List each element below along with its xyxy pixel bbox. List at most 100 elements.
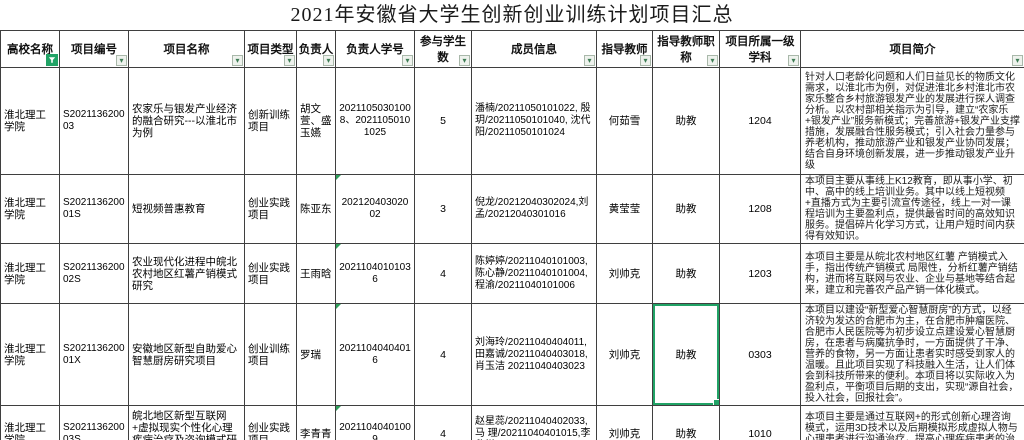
- column-header-advisor_title[interactable]: 指导教师职称 ▾: [652, 30, 720, 68]
- column-header-advisor[interactable]: 指导教师 ▾: [596, 30, 653, 68]
- filter-dropdown-icon[interactable]: ▾: [323, 55, 334, 66]
- cell-code[interactable]: S202113620002S: [59, 243, 129, 304]
- cell-leader[interactable]: 王雨晗: [296, 243, 336, 304]
- cell-advisor_title[interactable]: 助教: [652, 67, 720, 175]
- filter-dropdown-icon[interactable]: ▾: [402, 55, 413, 66]
- cell-discipline[interactable]: 1203: [719, 243, 801, 304]
- cell-advisor[interactable]: 黄莹莹: [596, 174, 653, 244]
- column-header-leader[interactable]: 负责人 ▾: [296, 30, 336, 68]
- cell-leader_id[interactable]: 20212040302002: [335, 174, 415, 244]
- cell-text: 助教: [675, 203, 697, 215]
- cell-text: 4: [440, 428, 446, 440]
- column-header-summary[interactable]: 项目简介 ▾: [800, 30, 1024, 68]
- filter-dropdown-icon[interactable]: ▾: [707, 55, 718, 66]
- cell-leader_id[interactable]: 20211040101036: [335, 243, 415, 304]
- filter-active-icon[interactable]: [46, 54, 58, 66]
- column-header-code[interactable]: 项目编号 ▾: [59, 30, 129, 68]
- cell-text: 黄莹莹: [608, 203, 641, 215]
- cell-leader_id[interactable]: 20211040404016: [335, 303, 415, 406]
- cell-student_count[interactable]: 3: [414, 174, 472, 244]
- cell-school[interactable]: 淮北理工学院: [0, 303, 60, 406]
- column-header-label: 负责人学号: [346, 44, 404, 56]
- cell-discipline[interactable]: 1204: [719, 67, 801, 175]
- cell-summary[interactable]: 本项目主要是从皖北农村地区红薯 产销模式入手，指出传统产销模式 局限性，分析红薯…: [800, 243, 1024, 304]
- cell-leader_id[interactable]: 20211040401009: [335, 405, 415, 440]
- cell-text: 赵星蕊/20211040402033,马 理/20211040401015,李欣…: [475, 416, 591, 439]
- filter-dropdown-icon[interactable]: ▾: [284, 55, 295, 66]
- cell-text: S202113620003S: [63, 422, 125, 440]
- column-header-discipline[interactable]: 项目所属一级学科 ▾: [719, 30, 801, 68]
- cell-school[interactable]: 淮北理工学院: [0, 67, 60, 175]
- cell-name[interactable]: 皖北地区新型互联网+虚拟现实个性化心理疾病治疗及咨询模式研究: [128, 405, 245, 440]
- cell-advisor[interactable]: 何茹雪: [596, 67, 653, 175]
- cell-text: 0303: [748, 348, 772, 361]
- error-indicator-triangle-icon: [336, 304, 341, 309]
- column-header-leader_id[interactable]: 负责人学号 ▾: [335, 30, 415, 68]
- cell-type[interactable]: 创业实践项目: [244, 405, 297, 440]
- cell-text: 创新训练项目: [248, 109, 290, 133]
- cell-leader[interactable]: 胡文萱、盛玉嬿: [296, 67, 336, 175]
- cell-school[interactable]: 淮北理工学院: [0, 174, 60, 244]
- cell-type[interactable]: 创业训练项目: [244, 303, 297, 406]
- filter-dropdown-icon[interactable]: ▾: [459, 55, 470, 66]
- cell-name[interactable]: 短视频普惠教育: [128, 174, 245, 244]
- table-row: 淮北理工学院 S202113620001X 安徽地区新型自助爱心智慧厨房研究项目 创业…: [0, 303, 1024, 406]
- cell-type[interactable]: 创业实践项目: [244, 243, 297, 304]
- filter-dropdown-icon[interactable]: ▾: [1012, 55, 1023, 66]
- selected-cell-advisor_title[interactable]: 助教: [652, 303, 720, 406]
- cell-type[interactable]: 创业实践项目: [244, 174, 297, 244]
- cell-code[interactable]: S202113620003S: [59, 405, 129, 440]
- cell-advisor[interactable]: 刘帅克: [596, 243, 653, 304]
- cell-leader[interactable]: 罗瑞: [296, 303, 336, 406]
- filter-dropdown-icon[interactable]: ▾: [788, 55, 799, 66]
- cell-name[interactable]: 农业现代化进程中皖北农村地区红薯产销模式研究: [128, 243, 245, 304]
- column-header-members[interactable]: 成员信息 ▾: [471, 30, 597, 68]
- filter-dropdown-icon[interactable]: ▾: [584, 55, 595, 66]
- sheet-title[interactable]: 2021年安徽省大学生创新创业训练计划项目汇总: [290, 4, 734, 26]
- cell-members[interactable]: 陈婷婷/20211040101003, 陈心静/20211040101004, …: [471, 243, 597, 304]
- cell-name[interactable]: 农家乐与银发产业经济的融合研究---以淮北市为例: [128, 67, 245, 175]
- table-row: 淮北理工学院 S202113620003 农家乐与银发产业经济的融合研究---以淮北…: [0, 67, 1024, 175]
- column-header-school[interactable]: 高校名称: [0, 30, 60, 68]
- cell-members[interactable]: 刘海玲/20211040404011,田嘉诚/20211040403018,肖玉…: [471, 303, 597, 406]
- cell-school[interactable]: 淮北理工学院: [0, 405, 60, 440]
- cell-members[interactable]: 赵星蕊/20211040402033,马 理/20211040401015,李欣…: [471, 405, 597, 440]
- cell-code[interactable]: S202113620001X: [59, 303, 129, 406]
- cell-name[interactable]: 安徽地区新型自助爱心智慧厨房研究项目: [128, 303, 245, 406]
- filter-dropdown-icon[interactable]: ▾: [232, 55, 243, 66]
- cell-text: S202113620003: [63, 109, 125, 132]
- cell-leader_id[interactable]: 20211050301008、20211050101025: [335, 67, 415, 175]
- cell-advisor[interactable]: 刘帅克: [596, 303, 653, 406]
- cell-advisor_title[interactable]: 助教: [652, 405, 720, 440]
- cell-summary[interactable]: 针对人口老龄化问题和人们日益见长的物质文化需求，以淮北市为例，对促进淮北乡村淮北…: [800, 67, 1024, 175]
- column-header-student_count[interactable]: 参与学生数 ▾: [414, 30, 472, 68]
- column-header-type[interactable]: 项目类型 ▾: [244, 30, 297, 68]
- cell-student_count[interactable]: 5: [414, 67, 472, 175]
- cell-text: 王雨晗: [300, 267, 332, 280]
- fill-handle[interactable]: [713, 399, 719, 405]
- cell-leader[interactable]: 陈亚东: [296, 174, 336, 244]
- column-header-name[interactable]: 项目名称 ▾: [128, 30, 245, 68]
- cell-members[interactable]: 潘楠/20211050101022, 殷玥/20211050101040, 沈代…: [471, 67, 597, 175]
- cell-discipline[interactable]: 1010: [719, 405, 801, 440]
- cell-discipline[interactable]: 0303: [719, 303, 801, 406]
- cell-members[interactable]: 倪龙/20212040302024,刘孟/20212040301016: [471, 174, 597, 244]
- cell-student_count[interactable]: 4: [414, 243, 472, 304]
- cell-student_count[interactable]: 4: [414, 303, 472, 406]
- cell-advisor[interactable]: 刘帅克: [596, 405, 653, 440]
- cell-leader[interactable]: 李青青: [296, 405, 336, 440]
- cell-summary[interactable]: 本项目主要是通过互联网+的形式创新心理咨询模式，运用3D技术以及后期模拟形成虚拟…: [800, 405, 1024, 440]
- cell-discipline[interactable]: 1208: [719, 174, 801, 244]
- cell-code[interactable]: S202113620001S: [59, 174, 129, 244]
- cell-summary[interactable]: 本项目以建设“新型爱心智慧厨房”的方式，以经济较为发达的合肥市为主，在合肥市肿瘤…: [800, 303, 1024, 406]
- cell-school[interactable]: 淮北理工学院: [0, 243, 60, 304]
- cell-summary[interactable]: 本项目主要从事线上K12教育，即从事小学、初中、高中的线上培训业务。其中以线上短…: [800, 174, 1024, 244]
- cell-advisor_title[interactable]: 助教: [652, 243, 720, 304]
- filter-dropdown-icon[interactable]: ▾: [116, 55, 127, 66]
- cell-student_count[interactable]: 4: [414, 405, 472, 440]
- cell-type[interactable]: 创新训练项目: [244, 67, 297, 175]
- cell-code[interactable]: S202113620003: [59, 67, 129, 175]
- filter-dropdown-icon[interactable]: ▾: [640, 55, 651, 66]
- cell-advisor_title[interactable]: 助教: [652, 174, 720, 244]
